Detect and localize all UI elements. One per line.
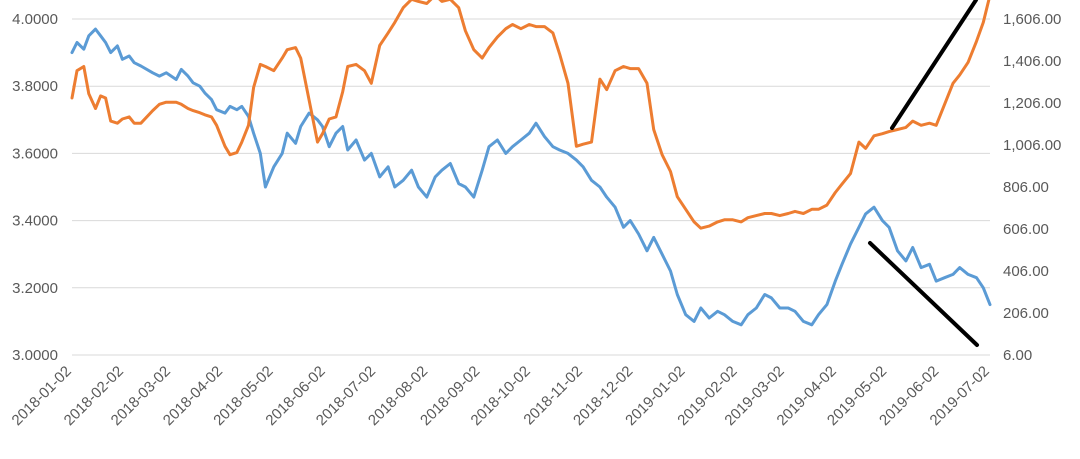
right-y-tick-label: 806.00 [1003, 179, 1049, 196]
left-axis-ticks: 3.0000 3.2000 3.4000 3.6000 3.8000 4.0000 [12, 11, 58, 364]
right-y-tick-label: 6.00 [1003, 347, 1032, 364]
right-y-tick-label: 406.00 [1003, 263, 1049, 280]
right-y-tick-label: 606.00 [1003, 221, 1049, 238]
lower-trend-annotation-line [868, 241, 979, 347]
series-lines [70, 0, 992, 347]
left-y-tick-label: 3.8000 [12, 78, 58, 95]
upper-trend-annotation-line [890, 0, 978, 130]
left-y-tick-label: 4.0000 [12, 11, 58, 28]
left-y-tick-label: 3.2000 [12, 280, 58, 297]
right-y-tick-label: 1,206.00 [1003, 95, 1061, 112]
left-y-tick-label: 3.0000 [12, 347, 58, 364]
gridlines [72, 18, 990, 356]
x-axis-ticks: 2018-01-022018-02-022018-03-022018-04-02… [9, 363, 993, 429]
right-y-tick-label: 1,606.00 [1003, 11, 1061, 28]
right-y-tick-label: 1,006.00 [1003, 137, 1061, 154]
right-axis-ticks: 6.00 206.00 406.00 606.00 806.00 1,006.00 1,20… [1003, 11, 1061, 364]
right-y-tick-label: 206.00 [1003, 305, 1049, 322]
series-line-2 [70, 0, 991, 230]
left-y-tick-label: 3.4000 [12, 213, 58, 230]
series-line-1 [70, 27, 992, 327]
left-y-tick-label: 3.6000 [12, 145, 58, 162]
right-y-tick-label: 1,406.00 [1003, 53, 1061, 70]
